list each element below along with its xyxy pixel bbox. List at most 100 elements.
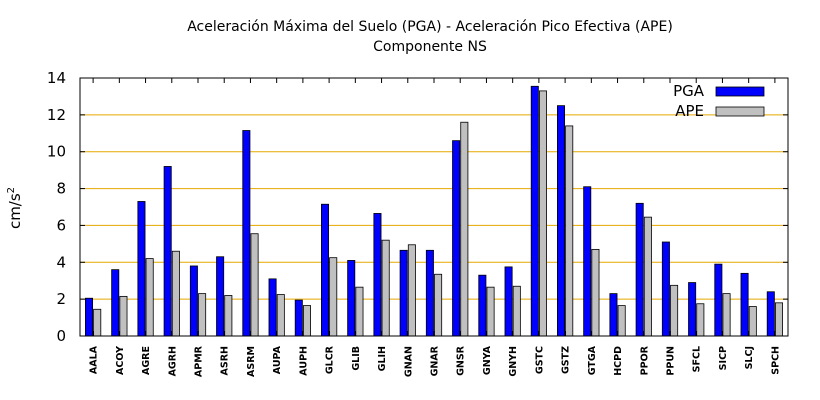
- x-tick-label-group: AALA: [89, 345, 100, 374]
- x-tick-label-group: GNAN: [403, 346, 414, 377]
- bar-ape: [93, 308, 102, 337]
- y-axis-ticks: 0 2 4 6 8 10 12 14: [47, 69, 788, 345]
- bar-ape: [617, 305, 626, 337]
- bar-pga: [530, 85, 539, 337]
- x-tick-label: AGRH: [167, 346, 178, 376]
- y-tick-label: 14: [47, 69, 66, 87]
- x-tick-label: HCPD: [613, 346, 624, 376]
- x-tick-label-group: AGRH: [167, 346, 178, 376]
- x-tick-label: SICP: [718, 346, 729, 370]
- x-tick-label-group: GNAR: [430, 345, 441, 376]
- x-tick-label-group: AUPA: [272, 345, 283, 374]
- x-tick-label: GLIB: [351, 346, 362, 371]
- x-tick-label: ASRM: [246, 346, 257, 377]
- bar-pga: [268, 278, 277, 337]
- y-axis-label-superscript: 2: [6, 187, 17, 193]
- x-tick-label-group: GLIB: [351, 346, 362, 371]
- x-tick-label: AGRE: [141, 346, 152, 375]
- x-tick-label: SFCL: [692, 346, 703, 372]
- bar-pga: [661, 241, 670, 337]
- bar-pga: [399, 249, 408, 337]
- bar-ape: [722, 293, 731, 337]
- bar-pga: [740, 272, 749, 337]
- y-tick-label: 12: [47, 106, 66, 124]
- x-tick-label-group: GLCR: [325, 345, 336, 374]
- bar-pga: [688, 282, 697, 337]
- bar-ape: [460, 121, 469, 337]
- x-tick-label-group: ACOY: [115, 346, 126, 375]
- x-tick-label-group: PPOR: [639, 345, 650, 375]
- x-tick-label: GLIH: [377, 346, 388, 371]
- legend-swatch: [715, 106, 765, 117]
- bar-ape: [670, 284, 679, 337]
- bar-ape: [696, 303, 705, 337]
- bar-ape: [538, 90, 547, 337]
- plot-frame: [79, 77, 789, 337]
- bar-ape: [355, 286, 364, 337]
- x-tick-label-group: ASRM: [246, 346, 257, 377]
- chart-title: Aceleración Máxima del Suelo (PGA) - Ace…: [187, 19, 673, 35]
- legend: PGA APE: [673, 82, 765, 120]
- x-tick-label: AALA: [89, 345, 100, 374]
- bar-ape: [748, 306, 757, 337]
- bars: [85, 85, 783, 337]
- bar-pga: [111, 269, 120, 337]
- bar-pga: [478, 274, 487, 337]
- x-tick-label: GLCR: [325, 345, 336, 374]
- bar-ape: [512, 285, 521, 337]
- x-tick-label: ASRH: [220, 346, 231, 376]
- legend-label: PGA: [673, 82, 705, 100]
- x-tick-label: GTGA: [587, 345, 598, 375]
- bar-ape: [774, 302, 783, 337]
- svg-text:cm/s2: cm/s2: [6, 187, 24, 229]
- bar-pga: [766, 291, 775, 337]
- x-tick-label: GNYA: [482, 345, 493, 375]
- chart-subtitle: Componente NS: [373, 39, 487, 55]
- y-tick-label: 2: [56, 290, 66, 308]
- x-tick-label-group: SFCL: [692, 346, 703, 372]
- bar-pga: [425, 249, 434, 337]
- x-tick-label-group: PPUN: [666, 346, 677, 376]
- bar-ape: [643, 216, 652, 337]
- x-tick-label-group: GNYH: [508, 346, 519, 377]
- bar-pga: [452, 140, 461, 337]
- bar-pga: [557, 105, 566, 337]
- x-tick-label: AUPH: [298, 346, 309, 376]
- legend-swatch: [715, 86, 765, 97]
- bar-pga: [294, 299, 303, 337]
- bar-ape: [591, 248, 600, 337]
- x-tick-label-group: GTGA: [587, 345, 598, 375]
- bar-ape: [171, 250, 180, 337]
- x-tick-label-group: GNYA: [482, 345, 493, 375]
- x-tick-label-group: GNSR: [456, 345, 467, 376]
- bar-pga: [373, 213, 382, 337]
- x-tick-label: SPCH: [770, 346, 781, 375]
- bar-ape: [119, 295, 128, 337]
- bar-pga: [583, 186, 592, 337]
- x-tick-label: GSTZ: [561, 346, 572, 374]
- x-tick-label: GNAR: [430, 345, 441, 376]
- x-tick-label-group: SLCJ: [744, 346, 755, 369]
- y-tick-label: 0: [56, 327, 66, 345]
- x-tick-label-group: SICP: [718, 346, 729, 370]
- bar-pga: [163, 166, 172, 337]
- y-tick-label: 8: [56, 180, 66, 198]
- x-tick-label: AUPA: [272, 345, 283, 374]
- bar-pga: [609, 293, 618, 337]
- bar-pga: [321, 203, 330, 337]
- legend-label: APE: [675, 102, 704, 120]
- y-tick-label: 6: [56, 216, 66, 234]
- y-axis-label-text: cm/s: [6, 193, 24, 229]
- bar-ape: [145, 258, 154, 337]
- x-tick-label: GSTC: [534, 346, 545, 374]
- bar-pga: [635, 202, 644, 337]
- bar-pga: [504, 266, 513, 337]
- bar-pga: [216, 256, 225, 337]
- x-tick-label: ACOY: [115, 346, 126, 375]
- bar-ape: [407, 244, 416, 337]
- x-tick-label: GNSR: [456, 345, 467, 376]
- bar-ape: [434, 273, 443, 337]
- bar-pga: [137, 201, 146, 337]
- bar-pga: [347, 260, 356, 337]
- bar-ape: [329, 257, 338, 337]
